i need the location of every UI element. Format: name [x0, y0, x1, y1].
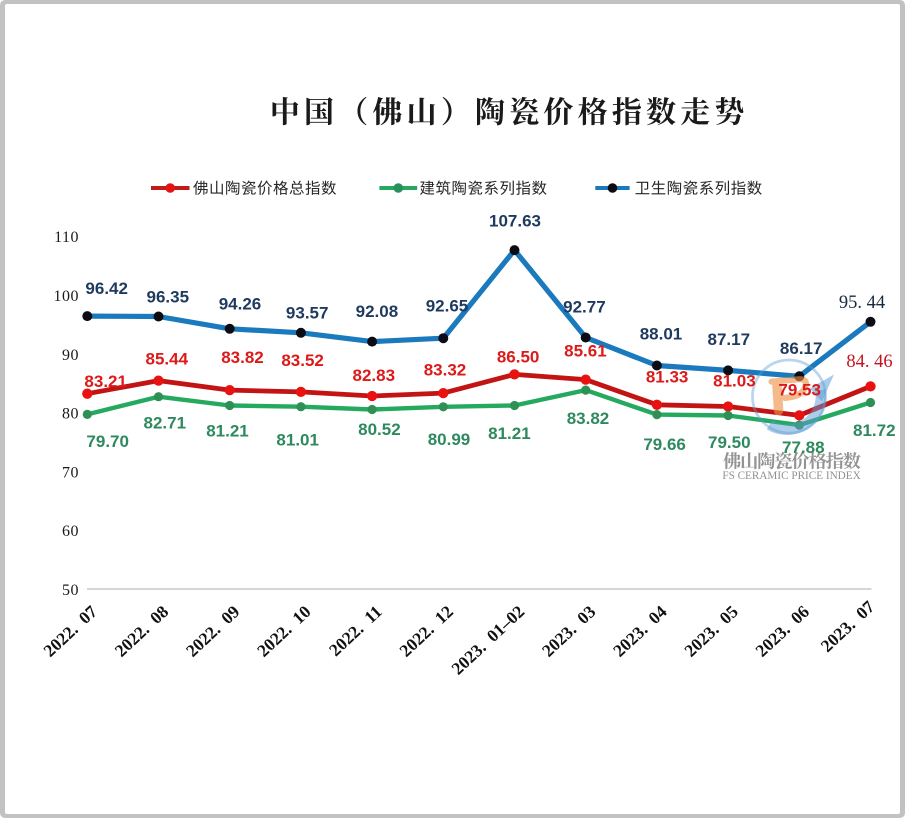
svg-text:79.50: 79.50: [708, 433, 751, 452]
svg-text:60: 60: [62, 523, 79, 540]
svg-text:80.99: 80.99: [428, 430, 471, 449]
svg-text:80: 80: [62, 406, 79, 423]
svg-text:81.03: 81.03: [713, 372, 756, 391]
svg-text:92.77: 92.77: [563, 298, 606, 317]
svg-text:86.17: 86.17: [780, 339, 823, 358]
svg-text:82.83: 82.83: [353, 366, 396, 385]
svg-text:83.32: 83.32: [424, 361, 467, 380]
svg-text:83.82: 83.82: [567, 409, 610, 428]
svg-text:77.88: 77.88: [782, 438, 825, 457]
svg-text:82.71: 82.71: [144, 414, 187, 433]
svg-text:87.17: 87.17: [708, 330, 751, 349]
svg-text:50: 50: [62, 582, 79, 599]
svg-text:83.82: 83.82: [221, 348, 264, 367]
svg-text:93.57: 93.57: [286, 303, 329, 322]
svg-text:81.72: 81.72: [853, 421, 896, 440]
svg-text:83.52: 83.52: [281, 351, 324, 370]
svg-text:81.01: 81.01: [276, 431, 319, 450]
svg-text:70: 70: [62, 464, 79, 481]
svg-text:92.65: 92.65: [426, 296, 469, 315]
svg-text:86.50: 86.50: [497, 348, 540, 367]
svg-text:FS CERAMIC PRICE INDEX: FS CERAMIC PRICE INDEX: [722, 470, 860, 482]
svg-text:81.33: 81.33: [646, 368, 689, 387]
svg-text:81.21: 81.21: [206, 422, 249, 441]
svg-text:95. 44: 95. 44: [839, 293, 885, 313]
svg-text:90: 90: [62, 347, 79, 364]
svg-text:100: 100: [54, 288, 80, 305]
svg-text:81.21: 81.21: [488, 424, 531, 443]
svg-text:92.08: 92.08: [356, 302, 399, 321]
svg-text:96.42: 96.42: [85, 279, 128, 298]
svg-text:84. 46: 84. 46: [846, 352, 892, 372]
svg-text:80.52: 80.52: [358, 420, 401, 439]
svg-text:88.01: 88.01: [640, 324, 683, 343]
svg-text:85.44: 85.44: [146, 350, 189, 369]
svg-text:79.66: 79.66: [643, 435, 686, 454]
svg-text:96.35: 96.35: [147, 287, 190, 306]
svg-text:85.61: 85.61: [564, 341, 607, 360]
svg-text:79.70: 79.70: [86, 432, 129, 451]
svg-text:94.26: 94.26: [219, 294, 262, 313]
svg-text:107.63: 107.63: [489, 212, 541, 231]
svg-text:79.53: 79.53: [778, 381, 821, 400]
svg-text:110: 110: [54, 229, 79, 246]
svg-text:83.21: 83.21: [84, 372, 127, 391]
